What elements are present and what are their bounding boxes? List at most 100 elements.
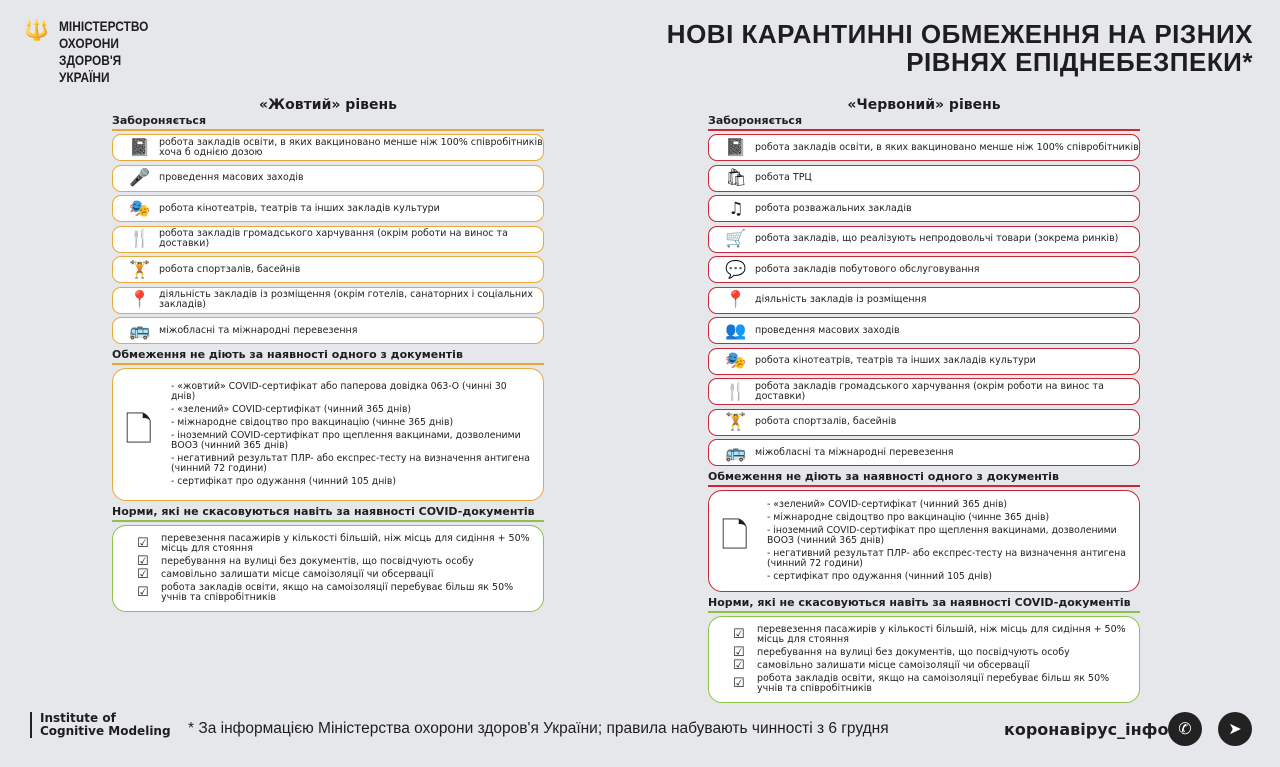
ministry-name-line: УКРАЇНИ bbox=[58, 69, 110, 85]
checkbox-icon: ☑ bbox=[137, 535, 149, 551]
norm-item: ☑ робота закладів освіти, якщо на самоізо… bbox=[137, 581, 533, 603]
restriction-text: робота закладів, що реалізують непродово… bbox=[755, 233, 1119, 244]
section-heading: Обмеження не діють за наявності одного з… bbox=[112, 348, 544, 365]
restriction-text: діяльність закладів із розміщення bbox=[755, 294, 927, 305]
restriction-item: 📓 робота закладів освіти, в яких вакцинов… bbox=[112, 134, 544, 161]
telegram-icon[interactable]: ➤ bbox=[1218, 712, 1252, 746]
norm-text: робота закладів освіти, якщо на самоізол… bbox=[161, 581, 514, 603]
documents-box: 🗋 - «жовтий» COVID-сертифікат або паперов… bbox=[112, 367, 544, 501]
restriction-text: робота закладів громадського харчування … bbox=[159, 228, 508, 249]
bus-icon: 🚌 bbox=[129, 320, 151, 341]
document-item: - іноземний COVID-сертифікат про щепленн… bbox=[171, 429, 521, 451]
restriction-item: 🛒 робота закладів, що реалізують непродов… bbox=[708, 225, 1140, 253]
ministry-name-line: ОХОРОНИ bbox=[58, 35, 119, 51]
restriction-text: робота кінотеатрів, театрів та інших зак… bbox=[755, 355, 1036, 366]
document-icon: 🗋 bbox=[125, 409, 153, 450]
checkbox-icon: ☑ bbox=[137, 584, 149, 600]
restriction-text: робота ТРЦ bbox=[755, 172, 812, 183]
crowd-icon: 👥 bbox=[725, 320, 747, 341]
checkbox-icon: ☑ bbox=[137, 553, 149, 569]
book-icon: 📓 bbox=[129, 137, 151, 158]
section-heading: Обмеження не діють за наявності одного з… bbox=[708, 470, 1140, 487]
norm-item: ☑ перебування на вулиці без документів, щ… bbox=[733, 644, 1129, 660]
checkbox-icon: ☑ bbox=[137, 566, 149, 582]
book-icon: 📓 bbox=[725, 137, 747, 158]
gym-icon: 🏋 bbox=[129, 259, 151, 280]
norm-text: перебування на вулиці без документів, що… bbox=[757, 646, 1070, 658]
institute-logo: Institute of Cognitive Modeling bbox=[30, 712, 171, 738]
bus-icon: 🚌 bbox=[725, 442, 747, 463]
restriction-item: 💬 робота закладів побутового обслуговуван… bbox=[708, 256, 1140, 283]
logo-line: Cognitive Modeling bbox=[40, 724, 171, 738]
section-heading: Забороняється bbox=[708, 114, 1140, 131]
restriction-text: робота спортзалів, басейнів bbox=[755, 416, 897, 427]
document-item: - негативний результат ПЛР- або експрес-… bbox=[171, 452, 530, 474]
cinema-icon: 🎭 bbox=[129, 198, 151, 219]
restriction-item: 🎭 робота кінотеатрів, театрів та інших за… bbox=[708, 347, 1140, 375]
shopping-cart-icon: 🛒 bbox=[725, 229, 747, 249]
norms-box: ☑ перевезення пасажирів у кількості більш… bbox=[708, 615, 1140, 703]
norm-item: ☑ робота закладів освіти, якщо на самоізо… bbox=[733, 672, 1129, 694]
restriction-text: робота розважальних закладів bbox=[755, 202, 912, 214]
checkbox-icon: ☑ bbox=[733, 626, 745, 642]
restriction-item: 🚌 міжобласні та міжнародні перевезення bbox=[708, 439, 1140, 466]
logo-line: Institute of bbox=[40, 711, 116, 725]
viber-icon[interactable]: ✆ bbox=[1168, 712, 1202, 746]
restriction-text: робота закладів побутового обслуговуванн… bbox=[755, 263, 980, 275]
location-pin-icon: 📍 bbox=[725, 290, 747, 310]
checkbox-icon: ☑ bbox=[733, 657, 745, 673]
restriction-item: 🍴 робота закладів громадського харчування… bbox=[112, 225, 544, 253]
cinema-icon: 🎭 bbox=[725, 351, 747, 371]
norms-box: ☑ перевезення пасажирів у кількості більш… bbox=[112, 524, 544, 612]
restriction-text: робота закладів освіти, в яких вакцинова… bbox=[159, 136, 543, 158]
norm-text: самовільно залишати місце самоізоляції ч… bbox=[757, 659, 1030, 671]
music-note-icon: ♫ bbox=[728, 198, 744, 219]
microphone-icon: 🎤 bbox=[129, 168, 151, 188]
norm-text: самовільно залишати місце самоізоляції ч… bbox=[161, 568, 434, 580]
norm-item: ☑ самовільно залишати місце самоізоляції … bbox=[137, 566, 533, 582]
yellow-level-column: «Жовтий» рівень Забороняється 📓 робота закл… bbox=[112, 96, 544, 612]
restriction-item: 📓 робота закладів освіти, в яких вакцинов… bbox=[708, 134, 1140, 161]
title-line: РІВНЯХ ЕПІДНЕБЕЗПЕКИ* bbox=[906, 47, 1253, 77]
title-line: НОВІ КАРАНТИННІ ОБМЕЖЕННЯ НА РІЗНИХ bbox=[666, 19, 1253, 49]
restaurant-icon: 🍴 bbox=[129, 229, 151, 249]
restriction-item: 🚌 міжобласні та міжнародні перевезення bbox=[112, 317, 544, 344]
red-level-column: «Червоний» рівень Забороняється 📓 робота за… bbox=[708, 96, 1140, 703]
restriction-text: міжобласні та міжнародні перевезення bbox=[755, 446, 954, 458]
restriction-item: 🛍 робота ТРЦ bbox=[708, 164, 1140, 192]
document-item: - «зелений» COVID-сертифікат (чинний 365… bbox=[767, 498, 1008, 510]
ministry-name-line: ЗДОРОВ'Я bbox=[58, 52, 122, 68]
speech-bubble-icon: 💬 bbox=[725, 259, 747, 280]
footnote: * За інформацією Міністерства охорони зд… bbox=[188, 720, 889, 737]
restriction-item: 🍴 робота закладів громадського харчування… bbox=[708, 378, 1140, 405]
documents-box: 🗋 - «зелений» COVID-сертифікат (чинний 36… bbox=[708, 489, 1140, 592]
norm-text: робота закладів освіти, якщо на самоізол… bbox=[757, 672, 1110, 694]
restriction-text: робота закладів освіти, в яких вакцинова… bbox=[755, 141, 1139, 153]
section-heading: Норми, які не скасовуються навіть за ная… bbox=[112, 505, 544, 522]
document-item: - сертифікат про одужання (чинний 105 дн… bbox=[171, 475, 396, 487]
document-item: - сертифікат про одужання (чинний 105 дн… bbox=[767, 570, 992, 582]
norm-text: перевезення пасажирів у кількості більші… bbox=[161, 532, 530, 554]
norm-item: ☑ самовільно залишати місце самоізоляції … bbox=[733, 657, 1129, 673]
document-item: - «зелений» COVID-сертифікат (чинний 365… bbox=[171, 403, 412, 415]
norm-item: ☑ перевезення пасажирів у кількості більш… bbox=[733, 624, 1129, 645]
section-heading: Норми, які не скасовуються навіть за ная… bbox=[708, 596, 1140, 613]
document-item: - міжнародне свідоцтво про вакцинацію (ч… bbox=[171, 416, 454, 428]
norm-item: ☑ перевезення пасажирів у кількості більш… bbox=[137, 532, 533, 554]
gym-icon: 🏋 bbox=[725, 412, 747, 432]
restriction-item: 🎤 проведення масових заходів bbox=[112, 164, 544, 192]
hashtag[interactable]: коронавірус_інфо bbox=[1004, 720, 1169, 739]
document-icon: 🗋 bbox=[721, 516, 749, 556]
restriction-item: 🎭 робота кінотеатрів, театрів та інших за… bbox=[112, 195, 544, 222]
level-title: «Жовтий» рівень bbox=[258, 97, 397, 113]
checkbox-icon: ☑ bbox=[733, 644, 745, 660]
norm-text: перебування на вулиці без документів, що… bbox=[161, 555, 474, 567]
trident-icon: 🔱 bbox=[24, 18, 49, 42]
restriction-text: проведення масових заходів bbox=[755, 324, 900, 336]
document-item: - негативний результат ПЛР- або експрес-… bbox=[767, 547, 1126, 569]
restriction-text: проведення масових заходів bbox=[159, 172, 304, 183]
checkbox-icon: ☑ bbox=[733, 675, 745, 691]
location-pin-icon: 📍 bbox=[129, 290, 151, 310]
restaurant-icon: 🍴 bbox=[725, 381, 747, 402]
restriction-item: ♫ робота розважальних закладів bbox=[708, 195, 1140, 222]
